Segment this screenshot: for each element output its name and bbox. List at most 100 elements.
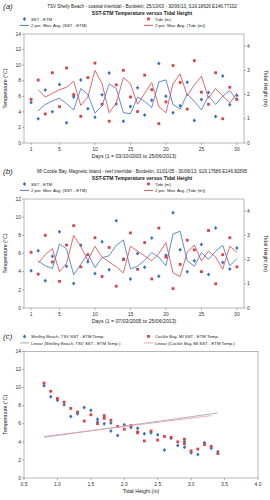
scatter-point [172, 287, 175, 290]
scatter-point [143, 113, 146, 117]
y-tick-label: 10 [15, 384, 21, 390]
y-tick-label: 12 [15, 46, 21, 52]
y2-tick-label: 0 [247, 305, 250, 311]
scatter-point [157, 62, 160, 66]
scatter-point [49, 390, 52, 393]
scatter-point [129, 232, 132, 235]
y-tick-label: 14 [15, 31, 21, 37]
legend-label: SST - ETM [31, 182, 53, 187]
legend-label: 2 per. Mov. Avg. (SST - ETM) [31, 23, 87, 28]
scatter-point [122, 69, 125, 72]
legend: Shelley Beach, TSV SST - ETM Temp.Cockle… [20, 334, 235, 346]
y-tick-label: 8 [18, 77, 21, 83]
scatter-point [43, 382, 46, 385]
series-line [44, 416, 211, 437]
y-tick [22, 199, 24, 200]
scatter-point [79, 115, 82, 118]
scatter-point [136, 426, 139, 430]
scatter-point [115, 219, 118, 223]
y2-tick-label: 3 [247, 67, 250, 73]
scatter-point [183, 438, 186, 441]
y-tick [22, 80, 24, 81]
y2-tick [244, 70, 246, 71]
scatter-point [214, 226, 217, 230]
legend-swatch [20, 342, 29, 343]
scatter-point [176, 440, 179, 443]
scatter-point [207, 103, 210, 106]
y2-tick [244, 308, 246, 309]
scatter-point [29, 101, 32, 105]
scatter-point [44, 279, 47, 283]
scatter-point [150, 236, 153, 240]
scatter-point [193, 259, 196, 263]
x-tick-label: 2.5 [154, 481, 161, 487]
scatter-point [228, 103, 231, 107]
scatter-point [36, 249, 39, 253]
scatter-point [143, 74, 146, 77]
y-axis-label: Temperature (°C) [2, 233, 8, 273]
scatter-point [143, 440, 146, 443]
scatter-point [93, 271, 96, 275]
y2-tick [244, 235, 246, 236]
x-tick-label: 2.0 [121, 481, 128, 487]
scatter-point [109, 429, 112, 433]
scatter-point [116, 434, 119, 438]
scatter-point [150, 88, 153, 91]
series-line [44, 413, 218, 437]
y-tick-label: 2 [18, 457, 21, 463]
y-tick-label: 12 [15, 366, 21, 372]
y-tick-label: 8 [18, 402, 21, 408]
y-tick [22, 351, 24, 352]
scatter-point [72, 93, 75, 96]
scatter-point [65, 67, 68, 70]
y-tick-label: 14 [15, 348, 21, 354]
legend-label: Linear (Cockle Bay, MI SST - ETM Temp.) [155, 341, 235, 346]
y-tick [22, 459, 24, 460]
title: MI Cockle Bay, Magnetic Island - reef in… [37, 169, 248, 174]
scatter-point [69, 415, 72, 419]
scatter-point [44, 88, 47, 92]
x-tick-label: 20 [163, 146, 169, 152]
legend-label: SST - ETM [31, 17, 53, 22]
scatter-point [107, 268, 110, 272]
scatter-point [178, 248, 181, 252]
scatter-point [186, 270, 189, 274]
y-tick-label: 6 [18, 250, 21, 256]
y2-axis-label: Tidal Height (m) [263, 235, 269, 272]
scatter-point [165, 100, 168, 103]
scatter-point [157, 122, 160, 125]
panel: (b)MI Cockle Bay, Magnetic Island - reef… [2, 167, 269, 324]
scatter-point [136, 86, 139, 90]
scatter-point [236, 265, 239, 268]
scatter-point [51, 71, 54, 74]
scatter-point [129, 96, 132, 99]
scatter-point [136, 431, 139, 434]
scatter-point [228, 86, 231, 89]
scatter-point [51, 110, 54, 114]
scatter-point [186, 108, 189, 111]
y-tick [22, 387, 24, 388]
subtitle: SST-ETM Temperature versus Tidal Height [92, 10, 193, 16]
y2-tick-label: 4 [247, 43, 250, 49]
y2-tick [244, 118, 246, 119]
x-axis-label: Tidal Height (m) [123, 488, 160, 494]
legend-label: Cockle Bay, MI SST - ETM Temp. [155, 334, 219, 339]
legend-swatch [147, 18, 150, 21]
scatter-point [200, 91, 203, 94]
x-tick-label: 15 [128, 146, 134, 152]
scatter-point [37, 273, 40, 276]
y2-tick-label: 1 [247, 280, 250, 286]
scatter-point [108, 120, 111, 123]
legend-swatch [144, 190, 153, 191]
scatter-point [207, 272, 210, 276]
y-tick [22, 127, 24, 128]
y-tick [22, 478, 24, 479]
x-tick-label: 4.0 [255, 481, 262, 487]
scatter-point [93, 115, 96, 119]
y-tick [22, 34, 24, 35]
scatter-point [221, 74, 224, 78]
scatter-point [58, 105, 61, 108]
x-tick-label: 3.0 [188, 481, 195, 487]
scatter-point [103, 422, 106, 426]
scatter-point [65, 121, 68, 125]
